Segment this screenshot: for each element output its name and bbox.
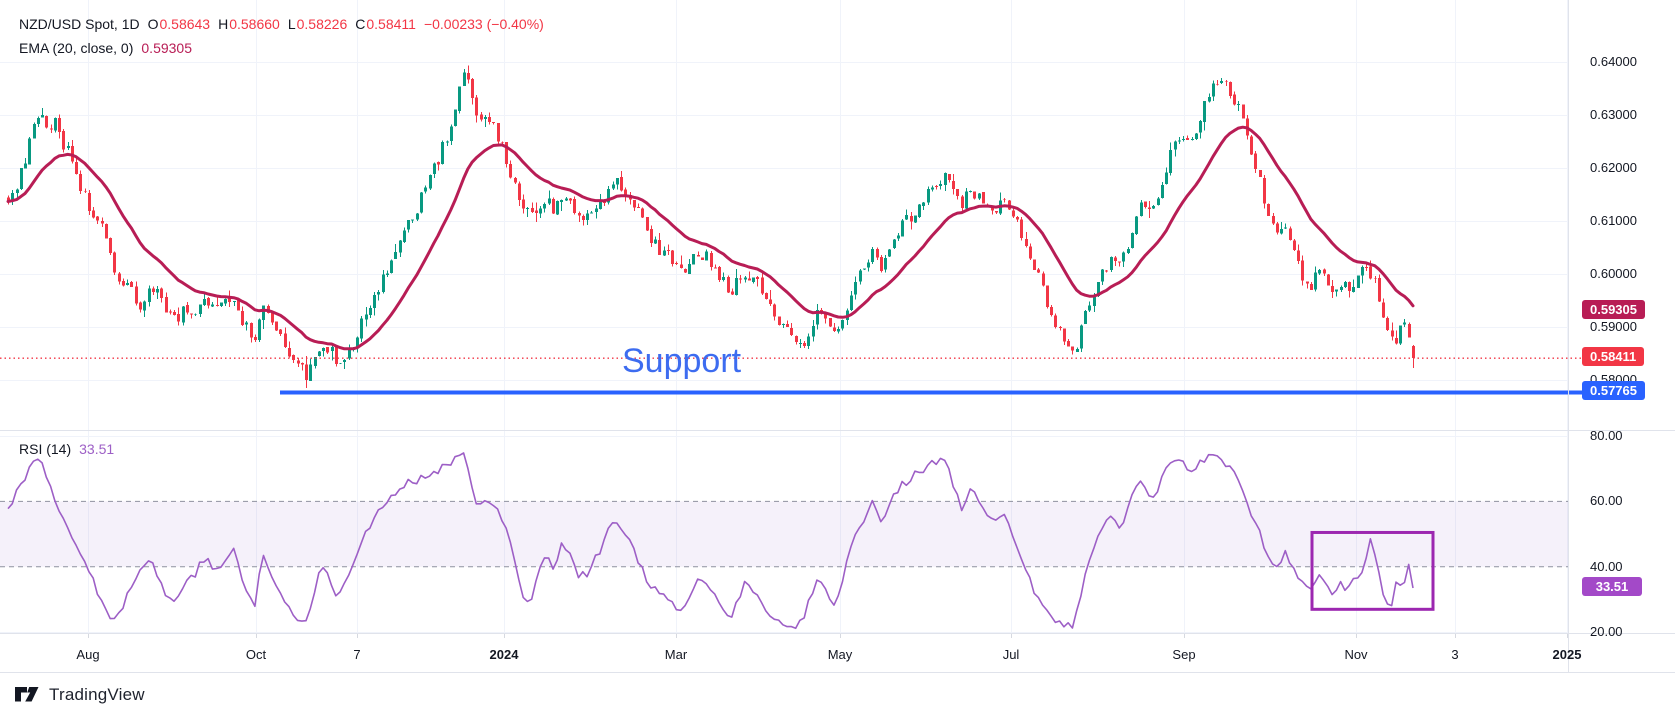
time-axis-label: 2024 <box>489 647 519 662</box>
rsi-value-badge: 33.51 <box>1582 577 1642 597</box>
rsi-label[interactable]: RSI (14) <box>19 441 72 457</box>
rsi-value: 33.51 <box>79 441 115 457</box>
footer-border <box>0 672 1675 673</box>
ema-line <box>6 125 1415 351</box>
support-price-badge: 0.57765 <box>1582 381 1645 401</box>
rsi-legend-row[interactable]: RSI (14) 33.51 <box>19 441 114 457</box>
time-axis-label: Mar <box>664 647 688 662</box>
footer-bar: TradingView <box>0 672 1675 718</box>
time-axis-border <box>0 633 1675 634</box>
time-axis-label: Aug <box>76 647 100 662</box>
last-price-badge: 0.58411 <box>1582 347 1645 367</box>
rsi-axis-label: 40.00 <box>1590 558 1623 574</box>
time-axis-label: 3 <box>1451 647 1459 662</box>
ema-price-badge: 0.59305 <box>1582 299 1645 319</box>
candlestick-series <box>7 65 1415 388</box>
time-axis-label: Nov <box>1344 647 1368 662</box>
rsi-axis-label: 20.00 <box>1590 624 1623 640</box>
time-axis-label: May <box>827 647 853 662</box>
ohlc-open: O 0.58643 <box>147 16 211 32</box>
tradingview-logo-icon[interactable] <box>14 685 40 705</box>
rsi-highlight-box <box>1310 530 1435 611</box>
symbol-legend-row[interactable]: NZD/USD Spot, 1D O 0.58643 H 0.58660 L 0.58… <box>19 16 544 32</box>
rsi-axis-label: 80.00 <box>1590 428 1623 443</box>
price-axis-label: 0.62000 <box>1590 160 1637 175</box>
time-axis-label: Oct <box>245 647 267 662</box>
price-axis-label: 0.59000 <box>1590 319 1637 334</box>
ema-legend-row[interactable]: EMA (20, close, 0) 0.59305 <box>19 40 192 56</box>
ohlc-high: H 0.58660 <box>218 16 280 32</box>
price-axis-label: 0.60000 <box>1590 266 1637 281</box>
time-axis-label: Jul <box>1002 647 1020 662</box>
rsi-line <box>7 452 1414 630</box>
price-axis-label: 0.61000 <box>1590 213 1637 228</box>
rsi-axis-label: 60.00 <box>1590 493 1623 509</box>
symbol-title[interactable]: NZD/USD Spot, 1D <box>19 16 140 32</box>
time-axis-label: 7 <box>353 647 361 662</box>
ohlc-low: L 0.58226 <box>287 16 348 32</box>
price-axis-border <box>1568 0 1569 672</box>
rsi-band <box>0 501 1568 567</box>
tradingview-brand-text[interactable]: TradingView <box>49 685 145 704</box>
support-annotation-text[interactable]: Support <box>622 342 742 380</box>
pane-divider[interactable] <box>0 430 1675 431</box>
time-axis-label: 2025 <box>1552 647 1582 662</box>
ema-label[interactable]: EMA (20, close, 0) <box>19 40 134 56</box>
price-axis-label: 0.63000 <box>1590 107 1637 122</box>
ema-value: 0.59305 <box>141 40 192 56</box>
ohlc-close: C 0.58411 <box>355 16 416 32</box>
price-axis-label: 0.64000 <box>1590 54 1637 69</box>
change-value: −0.00233 (−0.40%) <box>423 16 544 32</box>
time-axis-label: Sep <box>1172 647 1196 662</box>
